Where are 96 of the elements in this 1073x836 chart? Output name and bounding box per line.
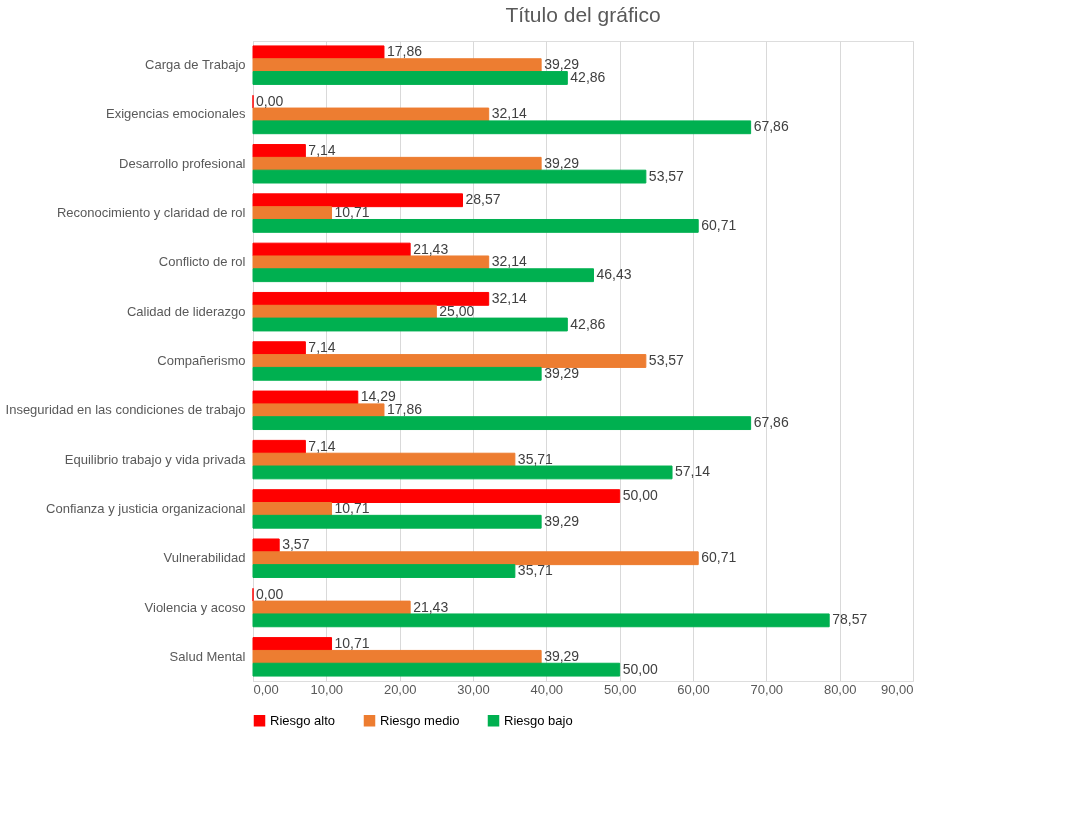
bar — [252, 45, 385, 60]
x-tick-label: 90,00 — [880, 681, 914, 697]
y-tick-label: Calidad de liderazgo — [126, 303, 246, 319]
bar — [252, 255, 490, 270]
data-label: 35,71 — [517, 450, 554, 467]
data-label: 7,14 — [308, 437, 336, 454]
data-label: 35,71 — [517, 562, 554, 579]
data-label: 78,57 — [832, 611, 868, 628]
legend-label: Riesgo medio — [380, 712, 460, 728]
bar — [252, 144, 306, 158]
data-label: 32,14 — [491, 105, 527, 122]
bar — [252, 268, 594, 283]
bar — [252, 465, 673, 480]
y-tick-label: Equilibrio trabajo y vida privada — [64, 451, 247, 467]
y-tick-label: Salud Mental — [169, 648, 246, 664]
x-tick-label: 0,00 — [253, 681, 279, 697]
data-label: 57,14 — [675, 463, 711, 480]
x-tick-label: 10,00 — [310, 681, 344, 697]
data-label: 21,43 — [413, 240, 449, 257]
data-label: 39,29 — [544, 647, 580, 664]
x-tick-label: 20,00 — [383, 681, 417, 697]
data-label: 0,00 — [256, 585, 284, 602]
x-tick-label: 80,00 — [823, 681, 857, 697]
x-tick-label: 60,00 — [677, 681, 710, 697]
legend-label: Riesgo bajo — [504, 712, 573, 728]
y-tick-label: Carga de Trabajo — [145, 57, 246, 73]
bar — [252, 538, 280, 553]
data-label: 46,43 — [596, 266, 632, 283]
bar — [252, 637, 333, 651]
data-label: 39,29 — [544, 364, 580, 381]
bar — [252, 206, 333, 220]
bar — [252, 120, 752, 135]
legend-label: Riesgo alto — [270, 712, 336, 728]
data-label: 3,57 — [282, 536, 310, 553]
y-tick-label: Reconocimiento y claridad de rol — [56, 205, 246, 221]
data-label: 42,86 — [570, 315, 606, 332]
data-label: 7,14 — [308, 141, 336, 158]
bar — [252, 71, 568, 85]
bar — [252, 662, 621, 677]
bar — [252, 390, 359, 405]
y-tick-label: Vulnerabilidad — [163, 550, 246, 566]
y-tick-label: Exigencias emocionales — [106, 106, 246, 122]
y-tick-label: Confianza y justicia organizacional — [46, 500, 246, 516]
bar — [252, 439, 306, 454]
x-tick-label: 30,00 — [457, 681, 490, 697]
data-label: 39,29 — [544, 154, 580, 171]
chart-title: Título del gráfico — [505, 3, 661, 26]
data-label: 53,57 — [648, 167, 685, 184]
bar — [252, 416, 752, 431]
data-label: 32,14 — [491, 289, 527, 306]
y-tick-label: Compañerismo — [157, 353, 246, 368]
data-label: 39,29 — [544, 512, 580, 529]
y-tick-label: Inseguridad en las condiciones de trabajo — [5, 402, 246, 418]
bar — [252, 366, 542, 381]
y-tick-label: Violencia y acoso — [144, 599, 246, 615]
data-label: 10,71 — [334, 499, 370, 516]
bar — [252, 564, 516, 578]
bar — [252, 218, 699, 233]
data-label: 67,86 — [753, 414, 789, 431]
bar — [252, 58, 542, 73]
data-label: 60,71 — [701, 216, 737, 233]
data-label: 17,86 — [386, 43, 423, 60]
data-label: 50,00 — [622, 660, 658, 677]
x-tick-label: 50,00 — [603, 681, 637, 697]
data-label: 60,71 — [701, 549, 737, 566]
data-label: 67,86 — [753, 118, 789, 135]
data-label: 53,57 — [648, 352, 685, 368]
bar — [252, 107, 490, 122]
bar — [252, 341, 306, 356]
x-tick-label: 70,00 — [750, 681, 784, 697]
y-tick-label: Desarrollo profesional — [119, 155, 246, 171]
bar — [252, 489, 621, 504]
bar — [252, 551, 699, 566]
y-tick-label: Conflicto de rol — [158, 254, 246, 270]
bar — [252, 613, 830, 628]
bar — [252, 502, 333, 516]
bar — [252, 600, 411, 615]
bar — [252, 169, 647, 184]
x-tick-label: 40,00 — [530, 681, 564, 697]
bar — [252, 514, 542, 529]
bar — [252, 403, 385, 418]
data-label: 0,00 — [256, 92, 284, 109]
bar — [252, 193, 464, 208]
data-label: 10,71 — [334, 204, 370, 221]
bar — [252, 291, 490, 306]
data-label: 21,43 — [413, 598, 449, 615]
data-label: 50,00 — [622, 487, 658, 504]
bar — [252, 156, 542, 171]
bar — [252, 649, 542, 664]
bar — [252, 317, 568, 332]
data-label: 10,71 — [334, 635, 370, 652]
data-label: 7,14 — [308, 339, 336, 356]
data-label: 25,00 — [439, 302, 475, 319]
data-label: 28,57 — [465, 191, 501, 208]
data-label: 32,14 — [491, 253, 527, 270]
bar — [252, 354, 647, 368]
